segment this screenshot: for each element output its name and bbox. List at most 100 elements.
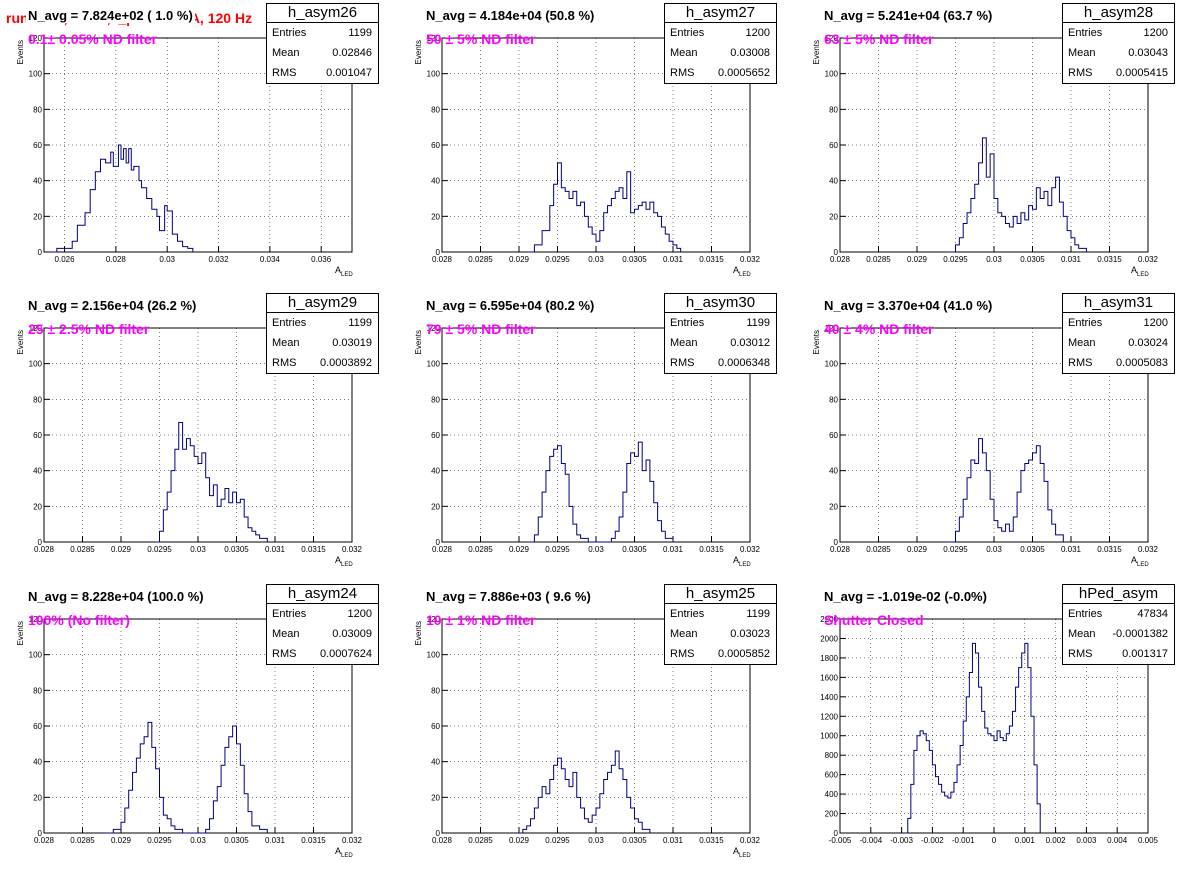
x-tick-label: 0.0295 — [147, 836, 172, 845]
stats-key: RMS — [1068, 648, 1093, 660]
x-tick-label: 0.0295 — [943, 255, 968, 264]
x-tick-label: 0.005 — [1138, 836, 1159, 845]
x-axis-label: ALED — [733, 265, 751, 278]
x-tick-label: 0.0315 — [699, 255, 724, 264]
x-tick-label: 0.03 — [588, 545, 604, 554]
histogram-pad-h_asym29: 0.028 0.0285 0.029 0.0295 0.03 0.0305 0.031 0.0… — [0, 290, 398, 580]
histogram-pad-h_asym28: 0.028 0.0285 0.029 0.0295 0.03 0.0305 0.031 0.0… — [796, 0, 1194, 290]
x-axis-label: ALED — [1131, 265, 1149, 278]
stats-key: RMS — [272, 648, 297, 660]
stats-key: RMS — [670, 67, 695, 79]
y-tick-label: 40 — [33, 467, 42, 476]
x-tick-label: 0.028 — [106, 255, 127, 264]
stats-key: Entries — [1068, 317, 1103, 329]
x-tick-label: 0.004 — [1107, 836, 1128, 845]
stats-row-entries: Entries 1200 — [267, 604, 378, 624]
y-tick-label: 100 — [29, 651, 43, 660]
stats-value-rms: 0.0005852 — [718, 648, 770, 660]
stats-value-rms: 0.0005083 — [1116, 357, 1168, 369]
y-tick-label: 80 — [431, 395, 440, 404]
stats-key: RMS — [670, 357, 695, 369]
x-axis-label: ALED — [733, 555, 751, 568]
stats-key: Mean — [670, 628, 698, 640]
stats-value-rms: 0.0007624 — [320, 648, 372, 660]
x-tick-label: 0.029 — [907, 545, 928, 554]
x-tick-label: 0.0285 — [468, 255, 493, 264]
histogram-name: h_asym28 — [1063, 4, 1174, 23]
x-tick-label: 0.0295 — [545, 836, 570, 845]
histogram-series — [105, 721, 268, 834]
stats-key: Entries — [1068, 608, 1103, 620]
y-tick-label: 60 — [431, 722, 440, 731]
x-tick-label: 0.0295 — [943, 545, 968, 554]
histogram-name: h_asym27 — [665, 4, 776, 23]
y-tick-label: 0 — [38, 248, 43, 257]
y-tick-label: 40 — [829, 467, 838, 476]
histogram-series — [519, 750, 651, 834]
stats-row-rms: RMS 0.001047 — [267, 63, 378, 83]
x-tick-label: 0.0315 — [1097, 255, 1122, 264]
y-tick-label: 80 — [33, 686, 42, 695]
stats-key: RMS — [1068, 67, 1093, 79]
x-tick-label: 0 — [992, 836, 997, 845]
n-avg-label: N_avg = 7.824e+02 ( 1.0 %) — [26, 8, 195, 23]
histogram-pad-h_asym31: 0.028 0.0285 0.029 0.0295 0.03 0.0305 0.031 0.0… — [796, 290, 1194, 580]
stats-value-rms: 0.001317 — [1122, 648, 1168, 660]
stats-row-mean: Mean 0.03012 — [665, 333, 776, 353]
x-tick-label: 0.0305 — [622, 545, 647, 554]
y-tick-label: 20 — [33, 793, 42, 802]
stats-row-entries: Entries 1199 — [665, 313, 776, 333]
filter-annotation: 50 ± 5% ND filter — [426, 31, 536, 47]
x-tick-label: 0.0295 — [545, 545, 570, 554]
stats-box: h_asym31 Entries 1200 Mean 0.03024 RMS 0.00050… — [1062, 293, 1175, 374]
y-tick-label: 120 — [825, 324, 839, 333]
y-tick-label: 100 — [825, 360, 839, 369]
stats-value-entries: 1199 — [746, 317, 770, 329]
x-tick-label: -0.004 — [859, 836, 882, 845]
y-axis-label: Events — [414, 40, 423, 64]
stats-key: RMS — [670, 648, 695, 660]
y-tick-label: 800 — [825, 751, 839, 760]
n-avg-label: N_avg = 4.184e+04 (50.8 %) — [424, 8, 597, 23]
y-tick-label: 1600 — [820, 673, 838, 682]
histogram-series — [947, 438, 1064, 543]
y-tick-label: 0 — [436, 829, 441, 838]
x-tick-label: 0.034 — [260, 255, 281, 264]
x-tick-label: 0.003 — [1076, 836, 1097, 845]
x-tick-label: 0.0285 — [70, 836, 95, 845]
stats-key: RMS — [272, 357, 297, 369]
histogram-name: h_asym25 — [665, 585, 776, 604]
y-tick-label: 0 — [834, 829, 839, 838]
x-tick-label: 0.0315 — [301, 545, 326, 554]
x-tick-label: 0.029 — [907, 255, 928, 264]
x-tick-label: 0.031 — [265, 545, 286, 554]
stats-box: h_asym29 Entries 1199 Mean 0.03019 RMS 0.00038… — [266, 293, 379, 374]
stats-value-rms: 0.0003892 — [320, 357, 372, 369]
x-tick-label: 0.03 — [588, 836, 604, 845]
filter-annotation: 79 ± 5% ND filter — [426, 321, 536, 337]
histogram-pad-h_asym24: 0.028 0.0285 0.029 0.0295 0.03 0.0305 0.031 0.0… — [0, 581, 398, 871]
stats-row-rms: RMS 0.0005652 — [665, 63, 776, 83]
histogram-plot: 0.028 0.0285 0.029 0.0295 0.03 0.0305 0.031 0.0… — [812, 34, 1159, 278]
histogram-plot: 0.028 0.0285 0.029 0.0295 0.03 0.0305 0.031 0.0… — [414, 324, 761, 568]
y-axis-label: Events — [812, 40, 821, 64]
y-tick-label: 80 — [431, 686, 440, 695]
stats-value-rms: 0.001047 — [326, 67, 372, 79]
stats-key: Entries — [670, 317, 705, 329]
histogram-series — [526, 162, 682, 253]
y-tick-label: 1000 — [820, 732, 838, 741]
stats-value-rms: 0.0005652 — [718, 67, 770, 79]
stats-value-rms: 0.0006348 — [718, 357, 770, 369]
histogram-pad-hPed_asym: -0.005 -0.004 -0.003 -0.002 -0.001 0 0.001 0.00… — [796, 581, 1194, 871]
y-tick-label: 40 — [431, 177, 440, 186]
histogram-series — [526, 441, 674, 543]
x-tick-label: 0.0315 — [699, 836, 724, 845]
x-tick-label: 0.0285 — [468, 545, 493, 554]
stats-value-mean: 0.03043 — [1128, 47, 1168, 59]
stats-row-mean: Mean -0.0001382 — [1063, 624, 1174, 644]
y-tick-label: 80 — [829, 105, 838, 114]
y-tick-label: 60 — [431, 431, 440, 440]
x-tick-label: 0.03 — [588, 255, 604, 264]
stats-row-mean: Mean 0.03043 — [1063, 43, 1174, 63]
x-tick-label: 0.032 — [342, 836, 363, 845]
